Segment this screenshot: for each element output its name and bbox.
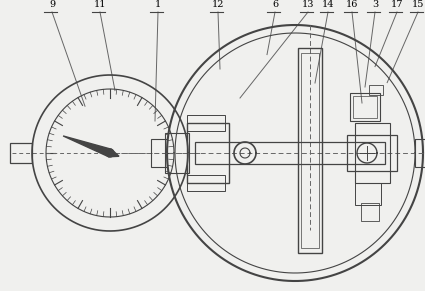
Bar [187,115,225,131]
Bar [353,96,377,118]
Polygon shape [63,136,111,157]
Bar [355,183,381,205]
Bar [361,203,379,221]
Bar [298,48,322,253]
Bar [151,139,167,167]
Text: 6: 6 [272,0,278,9]
Text: 3: 3 [372,0,378,9]
Text: 14: 14 [322,0,334,9]
Bar [165,133,189,173]
Polygon shape [109,149,119,157]
Bar [355,123,390,183]
Text: 17: 17 [391,0,403,9]
Text: 13: 13 [302,0,314,9]
Text: 12: 12 [212,0,224,9]
Bar [187,123,229,183]
Text: 1: 1 [155,0,161,9]
Bar [301,53,319,248]
Bar [195,142,385,164]
Bar [10,143,32,163]
Bar [369,85,383,95]
Bar [415,139,425,167]
Bar [187,175,225,191]
Text: 16: 16 [346,0,358,9]
Bar [347,135,397,171]
Text: 11: 11 [94,0,106,9]
Text: 15: 15 [412,0,424,9]
Bar [350,93,380,121]
Text: 9: 9 [49,0,55,9]
